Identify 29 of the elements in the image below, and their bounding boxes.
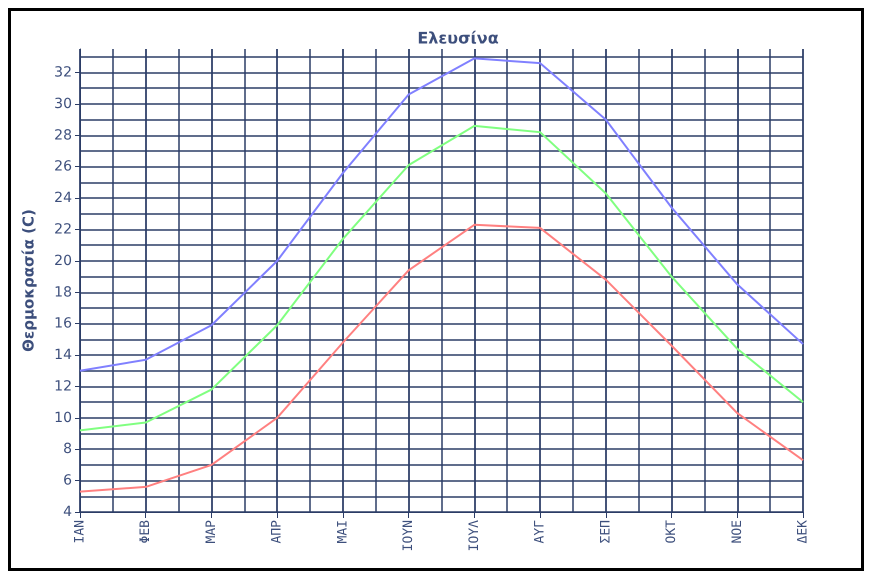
chart-title: Ελευσίνα <box>417 28 499 48</box>
y-tick-label: 20 <box>54 252 72 269</box>
x-tick-label: ΔΕΚ <box>796 520 810 544</box>
x-tick-label: ΑΠΡ <box>270 520 285 544</box>
x-tick-label: ΟΚΤ <box>664 520 680 544</box>
x-tick-label: ΜΑΡ <box>204 520 219 544</box>
y-tick-label: 6 <box>63 472 72 489</box>
x-tick-label: ΜΑΙ <box>335 520 350 544</box>
y-tick-label: 26 <box>54 158 72 175</box>
y-tick-label: 16 <box>54 316 72 332</box>
y-tick-label: 30 <box>54 96 72 112</box>
x-tick-label: ΣΕΠ <box>598 520 614 544</box>
x-tick-label: ΙΑΝ <box>72 520 88 544</box>
y-tick-label: 22 <box>54 221 72 238</box>
y-tick-label: 8 <box>63 441 72 458</box>
x-tick-label: ΙΟΥΝ <box>401 520 416 552</box>
x-tick-label: ΙΟΥΛ <box>466 520 482 552</box>
y-tick-label: 14 <box>54 347 72 364</box>
y-tick-label: 18 <box>54 284 72 300</box>
y-axis-title: Θερμοκρασία (C) <box>20 209 38 352</box>
x-tick-label: ΦΕΒ <box>138 520 154 544</box>
y-tick-label: 24 <box>54 190 72 206</box>
y-tick-label: 12 <box>54 378 72 394</box>
y-tick-label: 32 <box>54 64 72 81</box>
y-tick-label: 4 <box>63 504 72 520</box>
y-tick-label: 10 <box>54 410 72 426</box>
x-tick-label: ΑΥΓ <box>532 520 548 544</box>
x-tick-label: ΝΟΕ <box>730 520 745 544</box>
y-tick-label: 28 <box>54 127 72 144</box>
